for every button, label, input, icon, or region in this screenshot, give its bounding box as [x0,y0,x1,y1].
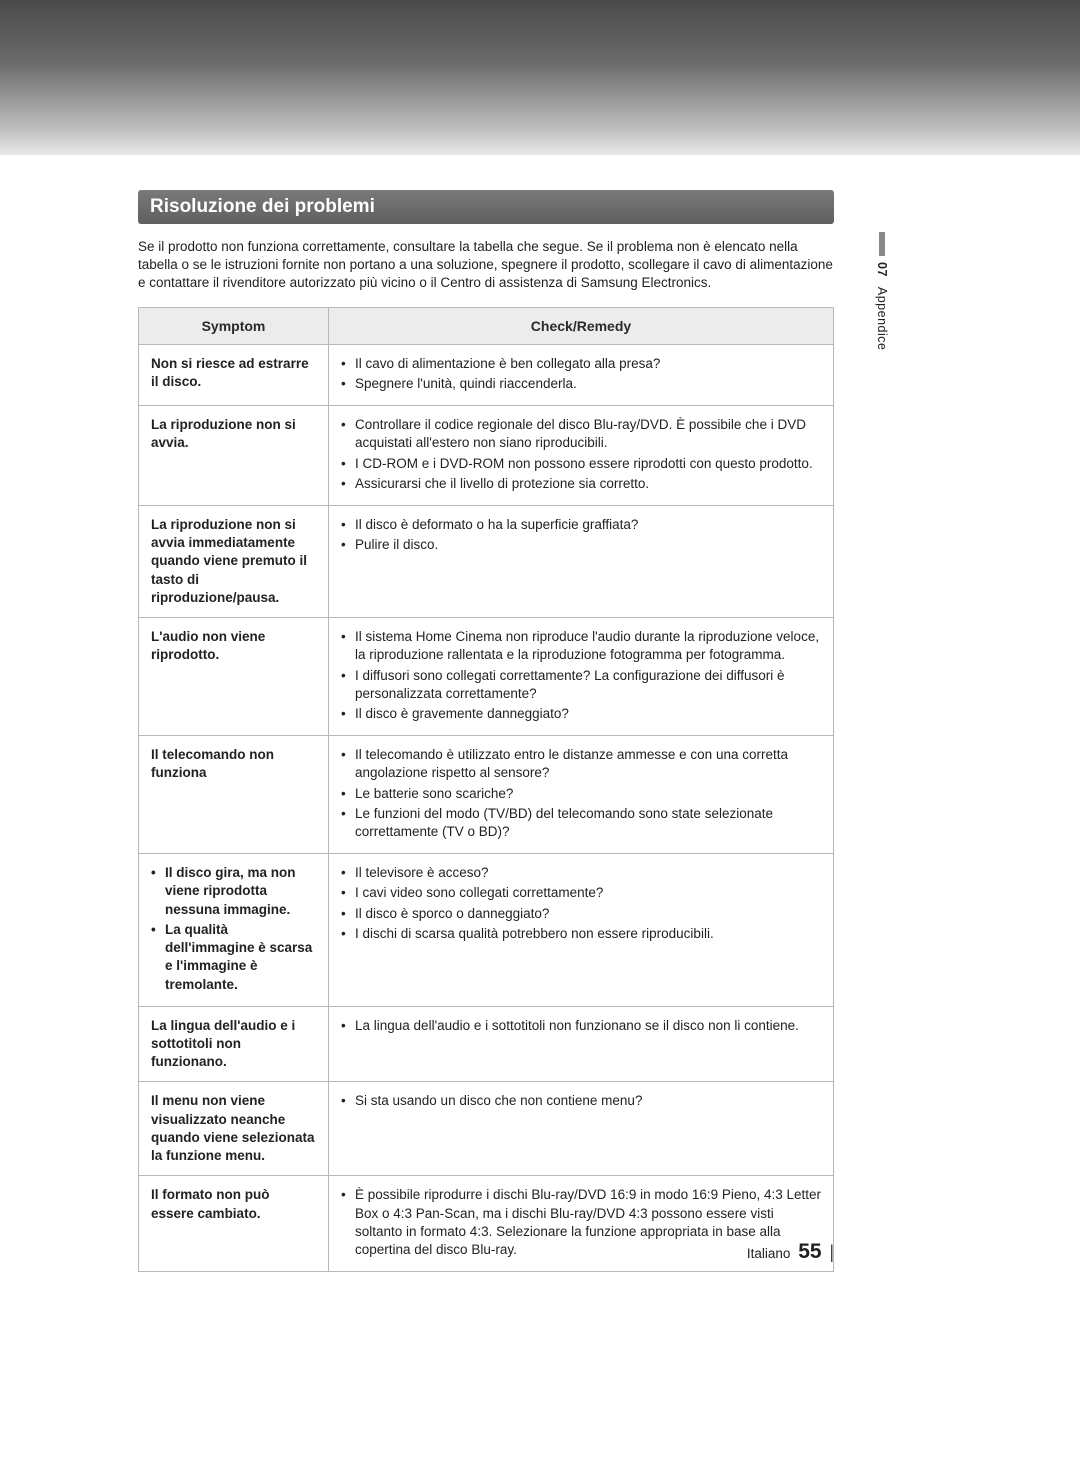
section-title: Risoluzione dei problemi [138,190,834,224]
remedy-cell: Si sta usando un disco che non contiene … [329,1082,834,1176]
remedy-item: Il disco è deformato o ha la superficie … [341,516,821,534]
table-row: La lingua dell'audio e i sottotitoli non… [139,1006,834,1082]
remedy-item: Il disco è gravemente danneggiato? [341,705,821,723]
remedy-item: Le batterie sono scariche? [341,785,821,803]
remedy-cell: Il disco è deformato o ha la superficie … [329,505,834,617]
remedy-item: Il sistema Home Cinema non riproduce l'a… [341,628,821,664]
page-top-gradient [0,0,1080,155]
symptom-cell: Il telecomando non funziona [139,736,329,854]
symptom-bullet: Il disco gira, ma non viene riprodotta n… [151,864,316,919]
symptom-cell: Il menu non viene visualizzato neanche q… [139,1082,329,1176]
remedy-item: Il telecomando è utilizzato entro le dis… [341,746,821,782]
intro-paragraph: Se il prodotto non funziona correttament… [138,238,834,293]
header-symptom: Symptom [139,307,329,344]
table-row: La riproduzione non si avvia. Controllare… [139,406,834,506]
troubleshooting-table: Symptom Check/Remedy Non si riesce ad es… [138,307,834,1273]
symptom-cell: Non si riesce ad estrarre il disco. [139,344,329,405]
remedy-item: Pulire il disco. [341,536,821,554]
remedy-item: Si sta usando un disco che non contiene … [341,1092,821,1110]
footer-page-number: 55 [798,1240,821,1263]
table-row: Il disco gira, ma non viene riprodotta n… [139,854,834,1007]
footer-language: Italiano [747,1246,791,1261]
side-bar-marker [879,232,885,256]
remedy-cell: Il sistema Home Cinema non riproduce l'a… [329,618,834,736]
remedy-item: Il cavo di alimentazione è ben collegato… [341,355,821,373]
remedy-item: I dischi di scarsa qualità potrebbero no… [341,925,821,943]
remedy-cell: Il cavo di alimentazione è ben collegato… [329,344,834,405]
symptom-cell: La riproduzione non si avvia. [139,406,329,506]
table-row: La riproduzione non si avvia immediatame… [139,505,834,617]
remedy-item: La lingua dell'audio e i sottotitoli non… [341,1017,821,1035]
table-row: Non si riesce ad estrarre il disco. Il ca… [139,344,834,405]
remedy-cell: La lingua dell'audio e i sottotitoli non… [329,1006,834,1082]
table-header-row: Symptom Check/Remedy [139,307,834,344]
remedy-item: I diffusori sono collegati correttamente… [341,667,821,703]
table-row: Il menu non viene visualizzato neanche q… [139,1082,834,1176]
remedy-item: Il disco è sporco o danneggiato? [341,905,821,923]
remedy-item: I CD-ROM e i DVD-ROM non possono essere … [341,455,821,473]
remedy-item: Assicurarsi che il livello di protezione… [341,475,821,493]
remedy-item: Le funzioni del modo (TV/BD) del telecom… [341,805,821,841]
page-footer: Italiano 55 | [138,1240,834,1264]
symptom-cell: L'audio non viene riprodotto. [139,618,329,736]
side-section-label: 07 Appendice [875,262,889,350]
side-tab: 07 Appendice [872,232,892,350]
remedy-cell: Controllare il codice regionale del disc… [329,406,834,506]
remedy-item: Controllare il codice regionale del disc… [341,416,821,452]
remedy-item: I cavi video sono collegati correttament… [341,884,821,902]
table-row: Il telecomando non funziona Il telecomand… [139,736,834,854]
side-section-number: 07 [875,262,889,277]
remedy-cell: Il telecomando è utilizzato entro le dis… [329,736,834,854]
header-remedy: Check/Remedy [329,307,834,344]
symptom-bullet: La qualità dell'immagine è scarsa e l'im… [151,921,316,994]
table-row: L'audio non viene riprodotto. Il sistema … [139,618,834,736]
page-content: Risoluzione dei problemi Se il prodotto … [138,190,834,1272]
symptom-cell: Il disco gira, ma non viene riprodotta n… [139,854,329,1007]
footer-pipe: | [829,1242,834,1262]
side-section-name: Appendice [875,287,889,351]
symptom-cell: La lingua dell'audio e i sottotitoli non… [139,1006,329,1082]
remedy-item: Il televisore è acceso? [341,864,821,882]
remedy-cell: Il televisore è acceso? I cavi video sono… [329,854,834,1007]
remedy-item: Spegnere l'unità, quindi riaccenderla. [341,375,821,393]
symptom-cell: La riproduzione non si avvia immediatame… [139,505,329,617]
